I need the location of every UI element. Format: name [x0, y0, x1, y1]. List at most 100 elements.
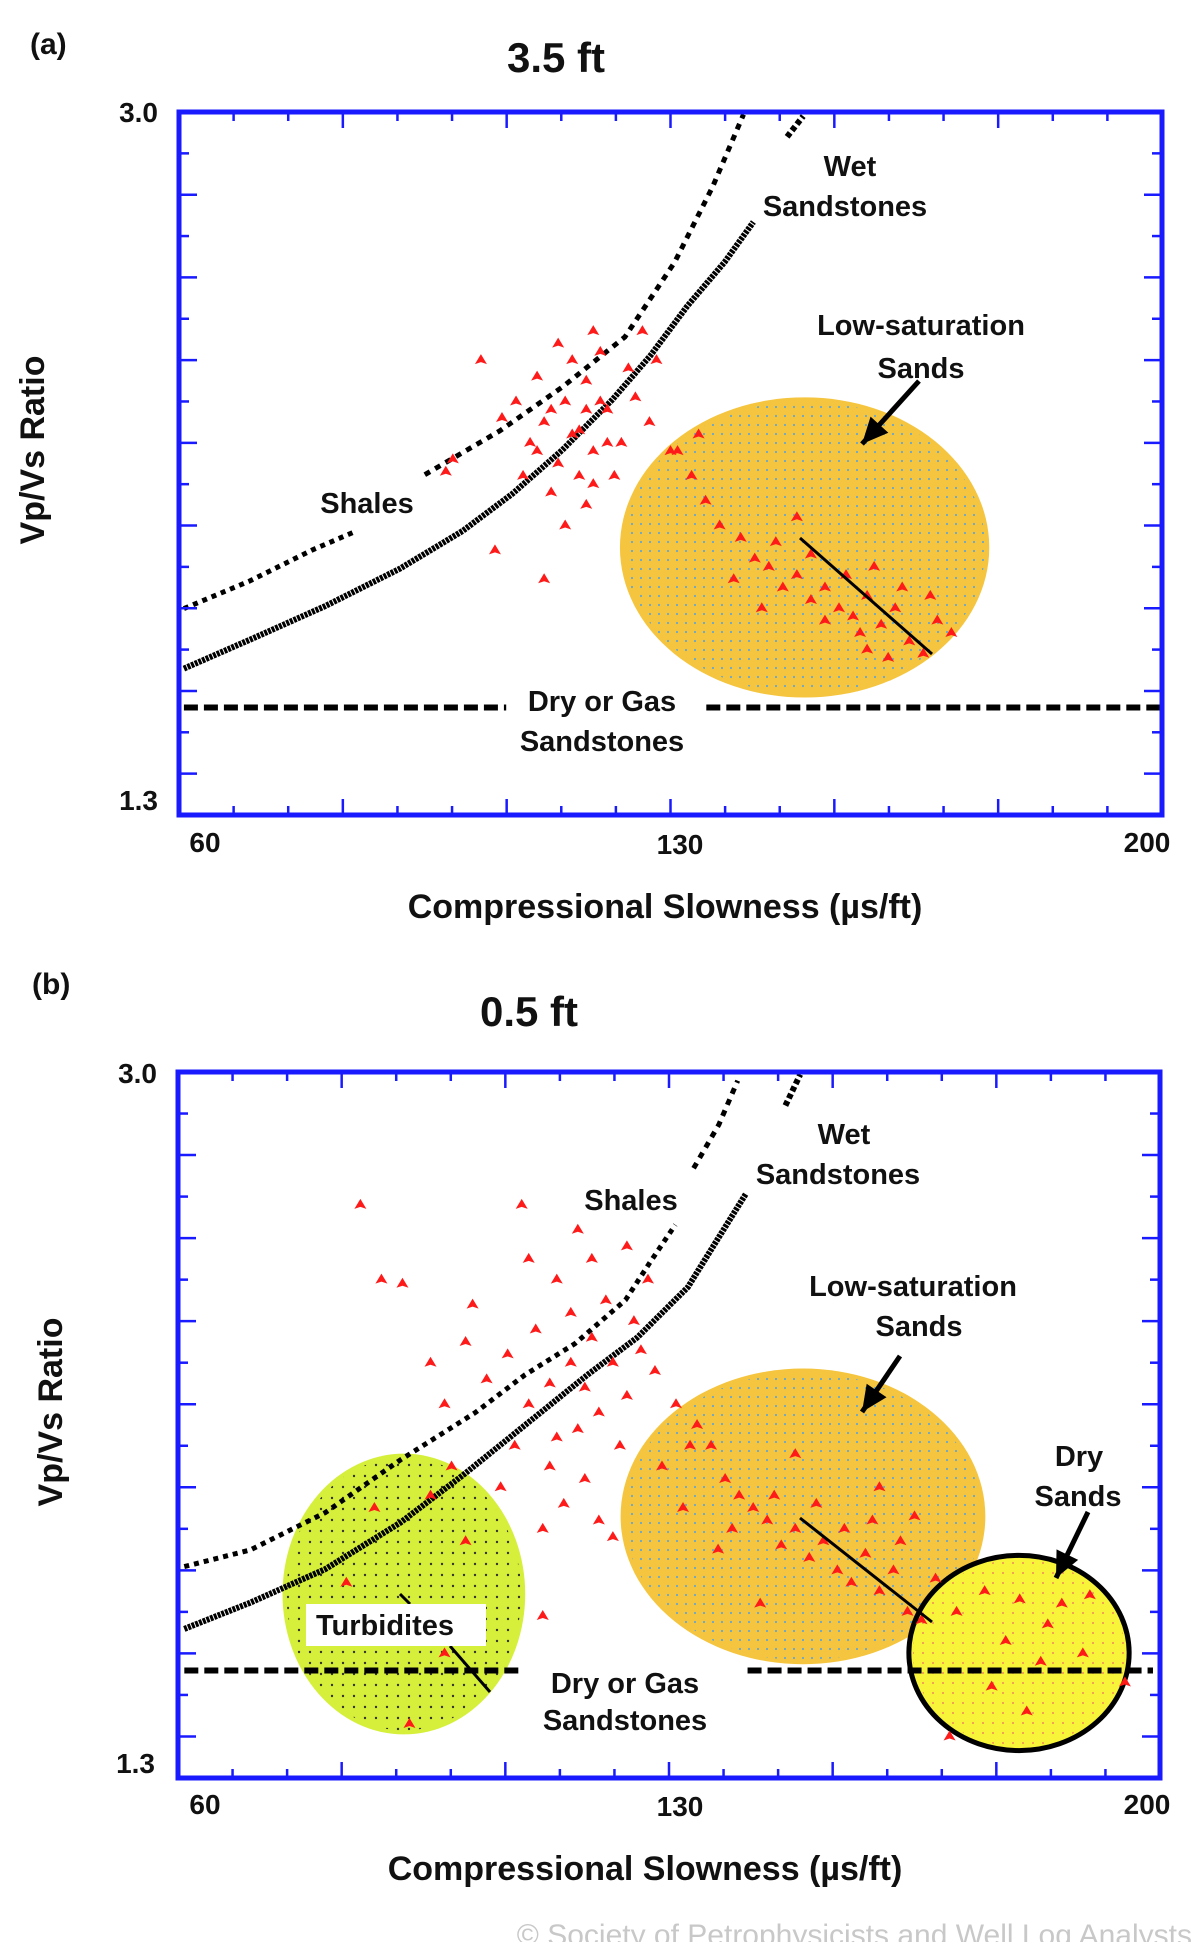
data-point: [908, 1510, 921, 1521]
x-tick-label-60-b: 60: [189, 1789, 220, 1820]
data-point: [803, 1551, 816, 1562]
data-point: [754, 1597, 767, 1608]
data-point: [931, 614, 944, 625]
arrowhead: [862, 416, 889, 444]
label-dry-or-gas: Dry or Gas: [528, 686, 676, 718]
label-dry-sandstones: Sandstones: [520, 726, 684, 758]
data-point: [634, 1344, 647, 1355]
x-tick-label-130-a: 130: [657, 829, 704, 860]
data-point: [636, 325, 649, 336]
data-point: [508, 1439, 521, 1450]
wet-sandstones-curve-top: [782, 1073, 803, 1107]
data-point: [945, 627, 958, 638]
data-point: [882, 651, 895, 662]
data-point: [804, 593, 817, 604]
label-low-saturation: Low-saturation: [817, 310, 1025, 342]
data-point: [594, 395, 607, 406]
data-point: [861, 589, 874, 600]
data-point: [915, 1614, 928, 1625]
data-point: [494, 1481, 507, 1492]
chart-title-a: 3.5 ft: [507, 34, 605, 81]
data-point: [613, 1439, 626, 1450]
shales-curve-upper: [423, 113, 746, 477]
data-point: [615, 436, 628, 447]
data-point: [847, 610, 860, 621]
data-point: [903, 635, 916, 646]
label-sands: Sands: [875, 1311, 962, 1343]
data-point: [559, 395, 572, 406]
data-point: [545, 403, 558, 414]
panel-label-b: (b): [32, 968, 70, 1001]
data-point: [761, 1514, 774, 1525]
data-point: [789, 1448, 802, 1459]
data-point: [650, 354, 663, 365]
data-point: [545, 486, 558, 497]
y-tick-label-bottom-a: 1.3: [119, 785, 158, 816]
y-tick-label-top-b: 3.0: [118, 1058, 157, 1089]
data-point: [529, 1323, 542, 1334]
data-point: [480, 1373, 493, 1384]
data-point: [620, 1389, 633, 1400]
data-point: [580, 374, 593, 385]
label-low-saturation: Low-saturation: [809, 1271, 1017, 1303]
watermark: © Society of Petrophysicists and Well Lo…: [517, 1919, 1192, 1942]
data-point: [559, 519, 572, 530]
data-point: [601, 403, 614, 414]
x-axis-title-b: Compressional Slowness (µs/ft): [388, 1850, 903, 1888]
data-point: [818, 614, 831, 625]
data-point: [594, 345, 607, 356]
data-point: [684, 1439, 697, 1450]
label-sandstones: Sandstones: [763, 191, 927, 223]
data-point: [648, 1365, 661, 1376]
data-point: [585, 1331, 598, 1342]
annotations-a: Wet Sandstones Low-saturation Sands Shal…: [320, 151, 1025, 758]
data-point: [999, 1634, 1012, 1645]
data-point: [734, 531, 747, 542]
label-dry-sands: Sands: [1034, 1481, 1121, 1513]
data-point: [670, 1398, 683, 1409]
data-point: [641, 1273, 654, 1284]
data-point: [733, 1489, 746, 1500]
leader-line: [398, 1592, 412, 1606]
data-point: [713, 519, 726, 530]
data-point: [748, 552, 761, 563]
data-point: [873, 1481, 886, 1492]
data-point: [573, 469, 586, 480]
data-point: [762, 560, 775, 571]
data-point: [474, 354, 487, 365]
leader-line: [799, 1516, 933, 1624]
data-point: [887, 1564, 900, 1575]
data-point: [1034, 1655, 1047, 1666]
data-point: [866, 1514, 879, 1525]
data-point: [368, 1502, 381, 1513]
data-point: [790, 569, 803, 580]
data-point: [445, 1460, 458, 1471]
data-point: [552, 337, 565, 348]
data-point: [566, 428, 579, 439]
data-point: [719, 1472, 732, 1483]
label-dry-sandstones: Sandstones: [543, 1705, 707, 1737]
data-point: [833, 602, 846, 613]
data-point: [1041, 1618, 1054, 1629]
data-point: [775, 1539, 788, 1550]
data-point: [550, 1273, 563, 1284]
data-point: [587, 325, 600, 336]
arrowhead: [862, 1383, 887, 1412]
region-texture-low-saturation-sands: [623, 401, 986, 694]
annotations-b: Wet Sandstones Shales Low-saturation San…: [306, 1119, 1122, 1737]
plot-area-a: [176, 109, 1165, 818]
data-point: [950, 1605, 963, 1616]
data-point: [510, 395, 523, 406]
data-point: [838, 1522, 851, 1533]
arrowhead: [1056, 1549, 1079, 1578]
data-point: [599, 1294, 612, 1305]
data-point: [699, 494, 712, 505]
x-tick-label-200-b: 200: [1124, 1789, 1171, 1820]
y-tick-label-top-a: 3.0: [119, 97, 158, 128]
data-point: [608, 469, 621, 480]
data-point: [810, 1497, 823, 1508]
data-point: [354, 1198, 367, 1209]
panel-label-a: (a): [30, 28, 67, 61]
data-point: [929, 1572, 942, 1583]
